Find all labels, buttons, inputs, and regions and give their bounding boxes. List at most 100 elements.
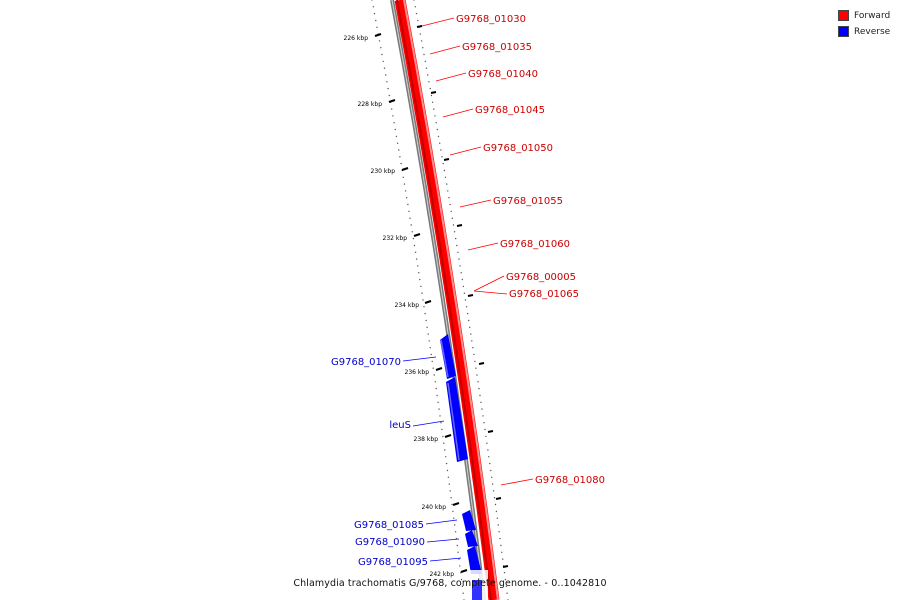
tick-230-kbp: 230 kbp	[371, 167, 409, 175]
tick-label: 242 kbp	[430, 571, 455, 578]
gene-g9768-01070[interactable]: G9768_01070	[331, 356, 437, 368]
outer-tick-dot	[440, 149, 442, 151]
inner-tick-dot	[382, 60, 384, 63]
inner-tick-dot	[431, 360, 433, 363]
gene-leus[interactable]: leuS	[389, 420, 445, 431]
outer-tick-dot	[501, 551, 503, 553]
inner-tick-dot	[434, 381, 436, 383]
outer-tick-dot	[491, 483, 494, 485]
outer-tick-dot	[419, 33, 421, 35]
gene-label: G9768_01070	[331, 357, 401, 368]
outer-tick-dot	[477, 381, 479, 383]
inner-tick-dot	[424, 312, 426, 315]
outer-tick-dot	[471, 340, 473, 342]
tick-label: 230 kbp	[371, 168, 396, 175]
outer-tick-dot	[441, 156, 443, 158]
gene-label: G9768_01035	[462, 42, 532, 53]
inner-tick-dot	[376, 26, 378, 28]
outer-major-ticks	[416, 25, 509, 568]
outer-tick-dot	[468, 319, 470, 322]
outer-tick-dot	[465, 306, 468, 308]
outer-tick-dot	[413, 0, 415, 1]
reverse-swatch	[838, 26, 849, 37]
outer-tick-dot	[503, 572, 506, 574]
gene-g9768-01080[interactable]: G9768_01080	[500, 475, 605, 486]
gene-g9768-01055[interactable]: G9768_01055	[459, 196, 563, 208]
inner-tick-dot	[461, 585, 464, 588]
outer-tick-dot	[489, 462, 491, 465]
tick-label: 226 kbp	[344, 35, 369, 42]
inner-tick-dot	[396, 142, 399, 144]
inner-tick-dot	[415, 258, 418, 260]
inner-tick-dot	[452, 510, 454, 513]
gene-label: leuS	[389, 420, 411, 431]
outer-tick-dot	[484, 428, 486, 431]
gene-g9768-00005[interactable]: G9768_00005	[473, 272, 576, 292]
gene-g9768-01095[interactable]: G9768_01095	[358, 557, 462, 568]
inner-tick-dot	[428, 340, 430, 342]
inner-tick-dot	[381, 53, 383, 56]
inner-tick-dot	[447, 476, 450, 478]
inner-tick-dot	[383, 67, 386, 69]
outer-tick-dot	[436, 128, 438, 131]
outer-tick-dot	[486, 442, 488, 444]
legend: Forward Reverse	[838, 8, 896, 40]
gene-g9768-01065[interactable]: G9768_01065	[473, 289, 579, 300]
outer-tick-dot	[431, 101, 434, 104]
tick-label: 238 kbp	[414, 436, 439, 443]
outer-tick-dot	[466, 312, 469, 315]
outer-tick-dot	[492, 490, 495, 492]
outer-tick-dot	[414, 6, 416, 8]
inner-tick-dot	[445, 456, 447, 458]
inner-tick-dot	[391, 108, 393, 110]
major-ticks: 226 kbp 228 kbp 230 kbp 232 kbp 234 kbp …	[344, 33, 468, 578]
inner-tick-dot	[450, 497, 452, 499]
outer-tick-dot	[490, 469, 492, 472]
inner-tick-dot	[375, 19, 377, 22]
inner-tick-dot	[411, 231, 413, 233]
inner-tick-dot	[420, 285, 422, 288]
outer-tick-dot	[502, 558, 504, 560]
inner-tick-dot	[425, 319, 427, 322]
gene-g9768-01045[interactable]: G9768_01045	[442, 105, 545, 118]
inner-tick-dot	[437, 401, 439, 403]
forward-strand-feature	[394, 0, 500, 600]
outer-tick-dot	[424, 60, 426, 63]
outer-tick-dot	[442, 162, 444, 165]
outer-tick-dot	[464, 299, 467, 301]
legend-item-forward[interactable]: Forward	[838, 8, 896, 23]
legend-item-reverse[interactable]: Reverse	[838, 24, 896, 39]
inner-tick-dot	[417, 265, 419, 267]
gene-g9768-01035[interactable]: G9768_01035	[429, 42, 532, 55]
outer-tick-dot	[482, 415, 484, 417]
outer-tick-dot	[447, 190, 449, 192]
inner-tick-dot	[430, 353, 432, 356]
gene-g9768-01090[interactable]: G9768_01090	[355, 537, 460, 548]
tick-label: 236 kbp	[405, 369, 430, 376]
outer-tick-dot	[427, 74, 429, 76]
outer-tick-dot	[449, 203, 451, 206]
outer-tick-dot	[476, 374, 478, 376]
tick-226-kbp: 226 kbp	[344, 33, 382, 42]
gene-label: G9768_01045	[475, 105, 545, 116]
gene-label: G9768_01065	[509, 289, 579, 300]
gene-g9768-01040[interactable]: G9768_01040	[435, 69, 538, 82]
inner-tick-dot	[395, 135, 398, 138]
outer-tick-dot	[453, 231, 456, 233]
inner-tick-dot	[385, 74, 387, 76]
gene-g9768-01050[interactable]: G9768_01050	[449, 143, 553, 156]
inner-tick-dot	[380, 47, 382, 49]
reverse-feature-g9768-01090	[465, 530, 478, 547]
gene-g9768-01030[interactable]: G9768_01030	[421, 14, 526, 27]
inner-tick-dot	[427, 333, 429, 335]
outer-tick-dot	[506, 592, 508, 594]
inner-tick-dot	[432, 367, 434, 369]
outer-tick-dot	[452, 224, 455, 226]
inner-tick-dot	[400, 162, 402, 165]
outer-tick-dot	[495, 510, 498, 513]
gene-g9768-01060[interactable]: G9768_01060	[467, 239, 570, 251]
inner-tick-dot	[448, 483, 450, 485]
inner-tick-dot	[453, 517, 455, 519]
gene-g9768-01085[interactable]: G9768_01085	[354, 519, 458, 531]
inner-tick-dot	[433, 374, 435, 376]
